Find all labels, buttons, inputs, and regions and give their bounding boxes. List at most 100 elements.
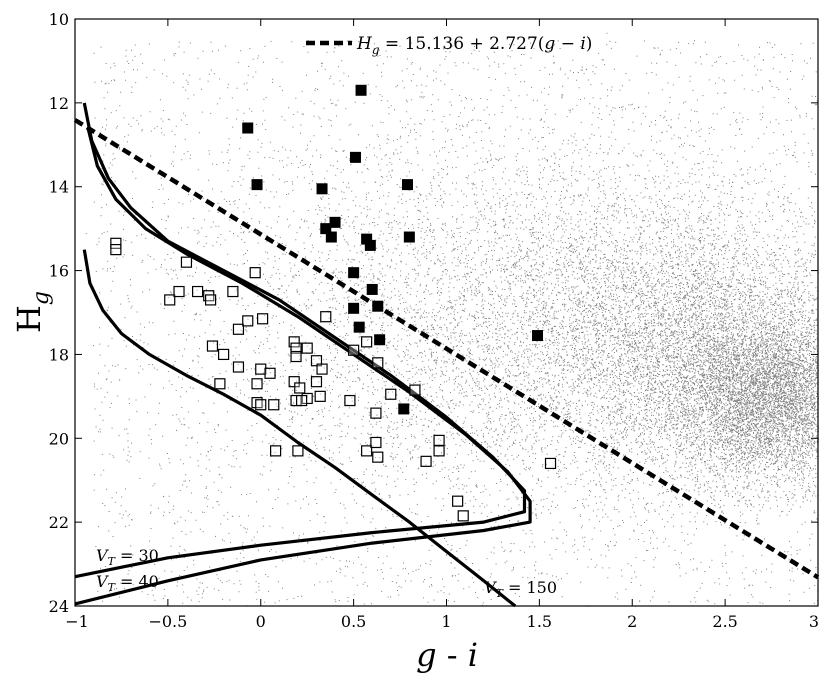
filled-square-point-10 [361, 233, 373, 245]
open-square-point-36 [310, 376, 323, 388]
open-square-point-15 [218, 348, 230, 361]
legend: Hg = 15.136 + 2.727(g − i) [306, 34, 592, 57]
curve-vt-1 [74, 102, 527, 579]
open-square-point-45 [292, 445, 304, 457]
open-square-point-21 [290, 350, 302, 363]
open-square-point-10 [232, 323, 245, 335]
y-tick-label: 18 [49, 345, 69, 364]
open-square-point-22 [301, 342, 313, 354]
open-square-point-3 [249, 267, 261, 279]
open-square-point-41 [370, 407, 382, 419]
density-dots [85, 32, 819, 607]
open-square-point-5 [173, 285, 185, 298]
open-square-point-2 [180, 256, 193, 268]
open-square-point-31 [255, 399, 267, 411]
open-square-point-29 [251, 378, 263, 390]
curve-label-vt150: VT = 150 [484, 578, 557, 600]
y-tick-label: 20 [49, 429, 69, 448]
curve-label-vt40: VT = 40 [96, 572, 159, 594]
legend-entry-text: Hg = 15.136 + 2.727(g − i) [356, 34, 592, 57]
open-square-point-16 [232, 361, 245, 373]
open-square-point-13 [320, 311, 332, 323]
filled-square-point-3 [349, 151, 361, 163]
filled-square-point-2 [316, 183, 328, 195]
filled-square-point-14 [372, 300, 384, 312]
open-square-point-11 [242, 315, 254, 327]
filled-square-point-15 [348, 302, 360, 314]
filled-square-point-16 [353, 321, 365, 333]
axis-ticks [74, 18, 819, 607]
open-square-point-53 [457, 510, 469, 522]
filled-square-point-9 [325, 231, 337, 243]
curve-vt-2 [74, 127, 532, 606]
x-tick-label: 1 [441, 612, 451, 631]
x-tick-label: 1.5 [527, 612, 552, 631]
x-axis-title: g - i [416, 636, 478, 674]
filled-square-point-5 [401, 179, 413, 191]
x-tick-label: 0.5 [341, 612, 366, 631]
curve-label-vt30: VT = 30 [96, 546, 159, 568]
x-tick-label: 0 [256, 612, 266, 631]
open-square-point-47 [370, 436, 382, 449]
open-square-point-0 [110, 237, 122, 249]
open-square-point-12 [257, 313, 269, 325]
open-square-point-19 [288, 336, 300, 348]
open-square-point-20 [290, 342, 302, 354]
x-tick-label: −1 [65, 612, 89, 631]
curve-vt-3 [82, 249, 517, 608]
open-square-point-40 [344, 394, 356, 407]
open-square-point-46 [361, 445, 373, 457]
open-square-point-51 [433, 445, 445, 457]
x-tick-label: −0.5 [148, 612, 187, 631]
y-tick-label: 12 [49, 94, 69, 113]
open-square-point-8 [204, 294, 217, 306]
density-cloud [85, 32, 819, 607]
y-tick-labels: 10 12 14 16 18 20 22 24 [49, 10, 69, 616]
open-square-point-25 [348, 344, 360, 356]
open-square-point-34 [294, 382, 306, 394]
filled-square-point-11 [364, 239, 376, 251]
y-tick-label: 24 [49, 597, 69, 616]
x-tick-labels: −1 −0.5 0 0.5 1 1.5 2 2.5 3 [65, 612, 819, 631]
curve-labels: VT = 30 VT = 40 VT = 150 [96, 546, 557, 600]
open-square-point-7 [203, 290, 215, 302]
open-square-point-6 [191, 285, 204, 298]
open-square-point-24 [316, 363, 328, 375]
open-square-point-32 [268, 399, 280, 411]
y-tick-label: 22 [49, 513, 69, 532]
open-square-point-52 [452, 495, 464, 507]
open-square-point-42 [385, 388, 397, 400]
open-square-point-54 [544, 457, 557, 470]
x-tick-label: 2 [627, 612, 637, 631]
open-square-point-48 [372, 451, 384, 463]
open-square-point-39 [296, 394, 308, 407]
filled-square-point-13 [366, 283, 378, 295]
filled-square-point-0 [242, 122, 254, 134]
filled-square-point-4 [355, 84, 367, 96]
open-square-point-4 [164, 294, 176, 306]
filled-square-point-19 [532, 330, 544, 342]
x-tick-label: 3 [809, 612, 819, 631]
filled-square-point-17 [374, 334, 386, 346]
fit-line-dashed [73, 118, 820, 580]
open-square-point-9 [227, 285, 239, 298]
open-square-point-49 [420, 455, 432, 467]
open-square-point-1 [110, 244, 122, 256]
open-square-point-30 [251, 397, 263, 409]
y-tick-label: 10 [49, 10, 69, 29]
open-square-point-43 [409, 384, 421, 396]
filled-square-point-12 [348, 267, 360, 279]
filled-square-point-8 [329, 216, 341, 228]
filled-square-point-7 [320, 223, 332, 235]
filled-square-point-1 [251, 179, 263, 191]
open-square-point-14 [206, 340, 219, 352]
y-axis-title: Hg [10, 291, 54, 333]
open-square-point-27 [372, 357, 384, 369]
series-layer [73, 84, 820, 608]
filled-square-point-6 [403, 231, 415, 243]
open-square-point-50 [433, 434, 445, 446]
open-square-point-26 [361, 336, 373, 348]
x-tick-label: 2.5 [712, 612, 737, 631]
y-tick-label: 14 [49, 178, 69, 197]
